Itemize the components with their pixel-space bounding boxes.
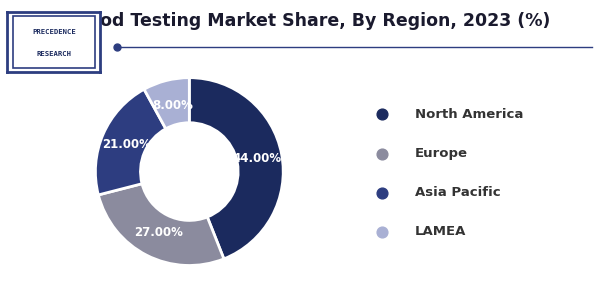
- Wedge shape: [144, 78, 189, 129]
- Text: North America: North America: [415, 108, 523, 121]
- Text: LAMEA: LAMEA: [415, 225, 466, 238]
- Text: Asia Pacific: Asia Pacific: [415, 186, 500, 199]
- Text: Blood Testing Market Share, By Region, 2023 (%): Blood Testing Market Share, By Region, 2…: [69, 12, 550, 30]
- Text: 27.00%: 27.00%: [134, 226, 183, 239]
- Point: [377, 151, 386, 156]
- Point: [377, 112, 386, 117]
- Text: PRECEDENCE: PRECEDENCE: [32, 29, 76, 35]
- Text: 21.00%: 21.00%: [102, 138, 151, 151]
- Text: 44.00%: 44.00%: [232, 152, 281, 165]
- Text: Europe: Europe: [415, 147, 468, 160]
- Text: RESEARCH: RESEARCH: [36, 51, 72, 57]
- Point: [377, 229, 386, 234]
- Point: [377, 190, 386, 195]
- Wedge shape: [189, 78, 283, 259]
- Wedge shape: [96, 89, 166, 195]
- Text: 8.00%: 8.00%: [152, 99, 193, 112]
- Wedge shape: [99, 184, 224, 265]
